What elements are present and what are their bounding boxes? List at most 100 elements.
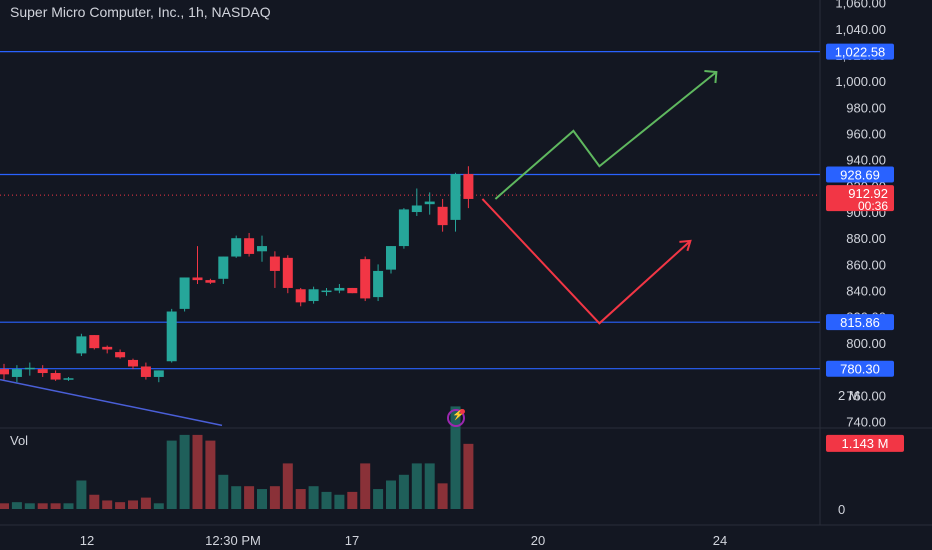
candle-body <box>153 370 164 377</box>
level-badge <box>826 314 894 331</box>
volume-bar <box>63 503 74 509</box>
candle-body <box>386 246 396 270</box>
candle-body <box>231 238 242 257</box>
candle-body <box>50 373 61 380</box>
current-price-badge <box>826 185 894 212</box>
candle-body <box>11 369 22 377</box>
current-price-label: 912.92 <box>848 186 888 201</box>
current-volume-badge <box>826 434 904 452</box>
candle-body <box>347 287 358 294</box>
volume-bar <box>398 474 409 509</box>
volume-bar <box>205 440 216 509</box>
volume-bar <box>386 480 396 509</box>
candle-body <box>308 289 319 302</box>
candle-body <box>218 256 229 279</box>
candle-body <box>398 209 409 247</box>
volume-bar <box>257 489 267 509</box>
candle-body <box>334 287 345 291</box>
candle-body <box>450 174 461 220</box>
price-tick-label: 1,040.00 <box>835 22 886 37</box>
volume-bar <box>128 500 138 509</box>
volume-bar <box>11 502 22 509</box>
price-tick-label: 960.00 <box>846 127 886 142</box>
candle-body <box>257 246 267 252</box>
volume-bar <box>179 434 190 509</box>
volume-bar <box>373 489 384 509</box>
candle-body <box>437 206 448 226</box>
volume-bar <box>192 434 203 509</box>
volume-bar <box>282 463 293 509</box>
volume-bar <box>102 500 113 509</box>
volume-bar <box>450 406 461 509</box>
volume-bar <box>424 463 435 509</box>
volume-bar <box>24 503 35 509</box>
time-tick-label: 24 <box>713 533 727 548</box>
volume-bar <box>231 486 242 509</box>
chart-title: Super Micro Computer, Inc., 1h, NASDAQ <box>10 4 271 20</box>
current-volume-label: 1.143 M <box>842 436 889 451</box>
projection-up-path <box>494 71 718 200</box>
countdown-label: 00:36 <box>858 199 888 213</box>
volume-bar <box>308 486 319 509</box>
volume-bar <box>437 483 448 509</box>
volume-bar <box>321 491 332 509</box>
volume-bar <box>463 443 474 509</box>
alert-icon[interactable] <box>447 409 465 427</box>
volume-tick-label: 2 M <box>838 388 860 403</box>
volume-bar <box>334 494 345 509</box>
level-label: 928.69 <box>840 167 880 182</box>
volume-bar <box>140 497 151 509</box>
volume-bar <box>347 491 358 509</box>
candle-body <box>373 270 384 298</box>
volume-bar <box>50 503 61 509</box>
candle-body <box>76 336 87 354</box>
volume-bar <box>218 474 229 509</box>
level-label: 815.86 <box>840 315 880 330</box>
candle-body <box>37 369 48 374</box>
price-tick-label: 940.00 <box>846 153 886 168</box>
candle-body <box>205 280 216 283</box>
price-tick-label: 860.00 <box>846 257 886 272</box>
projection-down-arrowhead <box>679 239 692 252</box>
volume-bar <box>360 463 371 509</box>
volume-bar <box>0 503 9 509</box>
time-tick-label: 12:30 PM <box>205 533 261 548</box>
candle-body <box>321 290 332 293</box>
volume-bar <box>153 503 164 509</box>
volume-bar <box>76 480 87 509</box>
candle-body <box>102 346 113 350</box>
trend-line <box>0 378 223 427</box>
level-badge <box>826 166 894 183</box>
candle-body <box>115 352 126 358</box>
time-tick-label: 17 <box>345 533 359 548</box>
time-tick-label: 12 <box>80 533 94 548</box>
level-label: 780.30 <box>840 362 880 377</box>
volume-bar <box>411 463 422 509</box>
level-badge <box>826 43 894 60</box>
price-tick-label: 800.00 <box>846 336 886 351</box>
candle-body <box>0 369 9 375</box>
volume-tick-label: 0 <box>838 502 845 517</box>
volume-bar <box>115 502 126 509</box>
volume-bar <box>166 440 177 509</box>
price-tick-label: 980.00 <box>846 100 886 115</box>
price-tick-label: 760.00 <box>846 388 886 403</box>
volume-bar <box>89 494 100 509</box>
candle-body <box>463 174 474 199</box>
candle-body <box>63 378 74 380</box>
price-tick-label: 1,060.00 <box>835 0 886 11</box>
projection-up-arrowhead <box>704 69 718 84</box>
volume-bar <box>295 489 306 509</box>
candle-body <box>24 367 35 370</box>
candle-body <box>192 277 203 281</box>
level-label: 1,022.58 <box>835 45 886 60</box>
candle-body <box>128 359 138 367</box>
candle-body <box>360 259 371 299</box>
price-tick-label: 740.00 <box>846 414 886 429</box>
price-tick-label: 840.00 <box>846 284 886 299</box>
price-tick-label: 1,000.00 <box>835 74 886 89</box>
candle-body <box>295 289 306 303</box>
level-badge <box>826 360 894 377</box>
volume-bar <box>269 486 280 509</box>
